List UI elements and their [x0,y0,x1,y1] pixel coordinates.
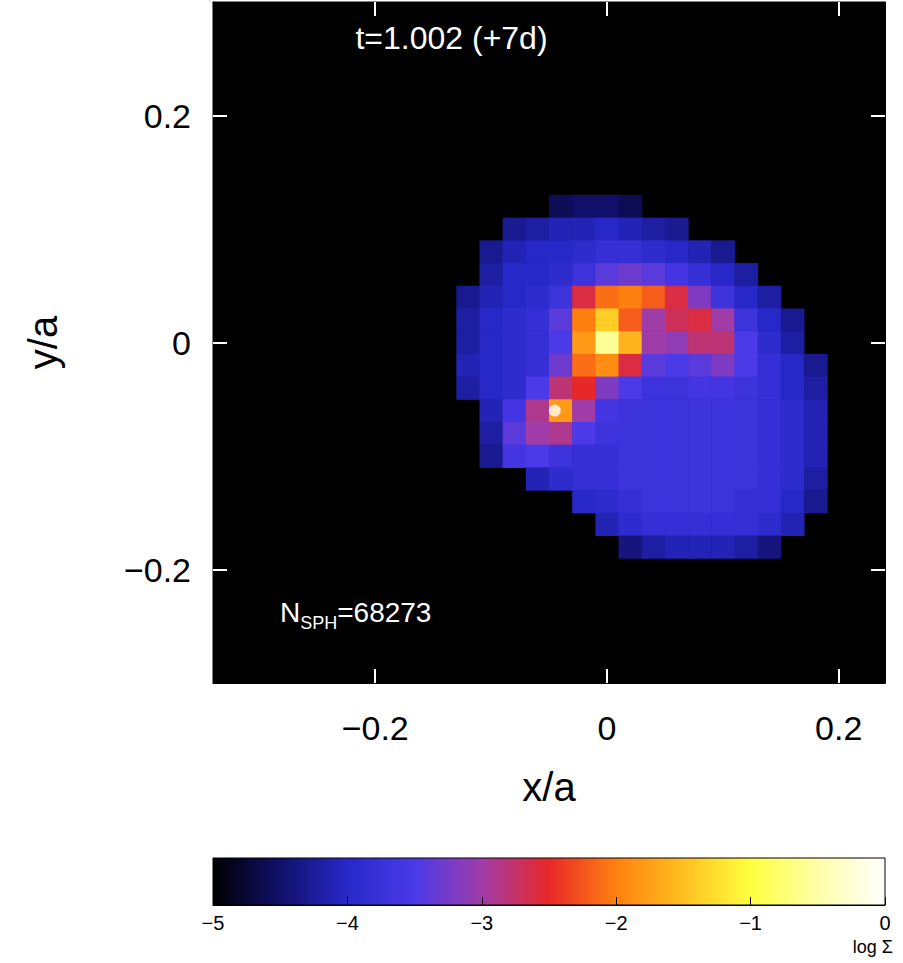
svg-text:0: 0 [172,324,191,362]
svg-text:−0.2: −0.2 [342,709,409,747]
svg-text:0: 0 [879,912,890,934]
svg-text:x/a: x/a [522,765,576,809]
svg-text:t=1.002 (+7d): t=1.002 (+7d) [355,20,547,56]
svg-text:−5: −5 [202,912,225,934]
svg-text:0.2: 0.2 [815,709,862,747]
svg-text:−2: −2 [605,912,628,934]
svg-text:SPH: SPH [300,613,337,633]
svg-text:=68273: =68273 [337,597,431,628]
svg-text:0.2: 0.2 [144,97,191,135]
svg-text:log Σ: log Σ [853,937,893,957]
svg-text:−4: −4 [336,912,359,934]
svg-text:0: 0 [597,709,616,747]
svg-text:−1: −1 [739,912,762,934]
svg-text:−0.2: −0.2 [124,551,191,589]
svg-text:y/a: y/a [21,315,65,369]
svg-text:−3: −3 [470,912,493,934]
svg-text:N: N [280,597,300,628]
